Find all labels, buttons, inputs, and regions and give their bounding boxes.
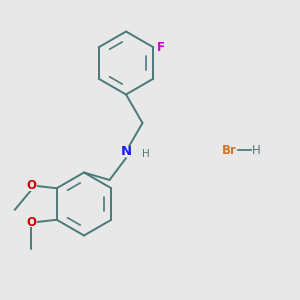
Text: Br: Br <box>222 143 237 157</box>
Text: O: O <box>26 216 36 229</box>
Text: H: H <box>142 149 149 159</box>
Text: N: N <box>120 145 132 158</box>
Text: O: O <box>26 179 36 192</box>
FancyBboxPatch shape <box>26 217 37 227</box>
FancyBboxPatch shape <box>120 146 132 157</box>
FancyBboxPatch shape <box>26 181 37 191</box>
Text: H: H <box>252 143 261 157</box>
Text: F: F <box>157 41 165 54</box>
